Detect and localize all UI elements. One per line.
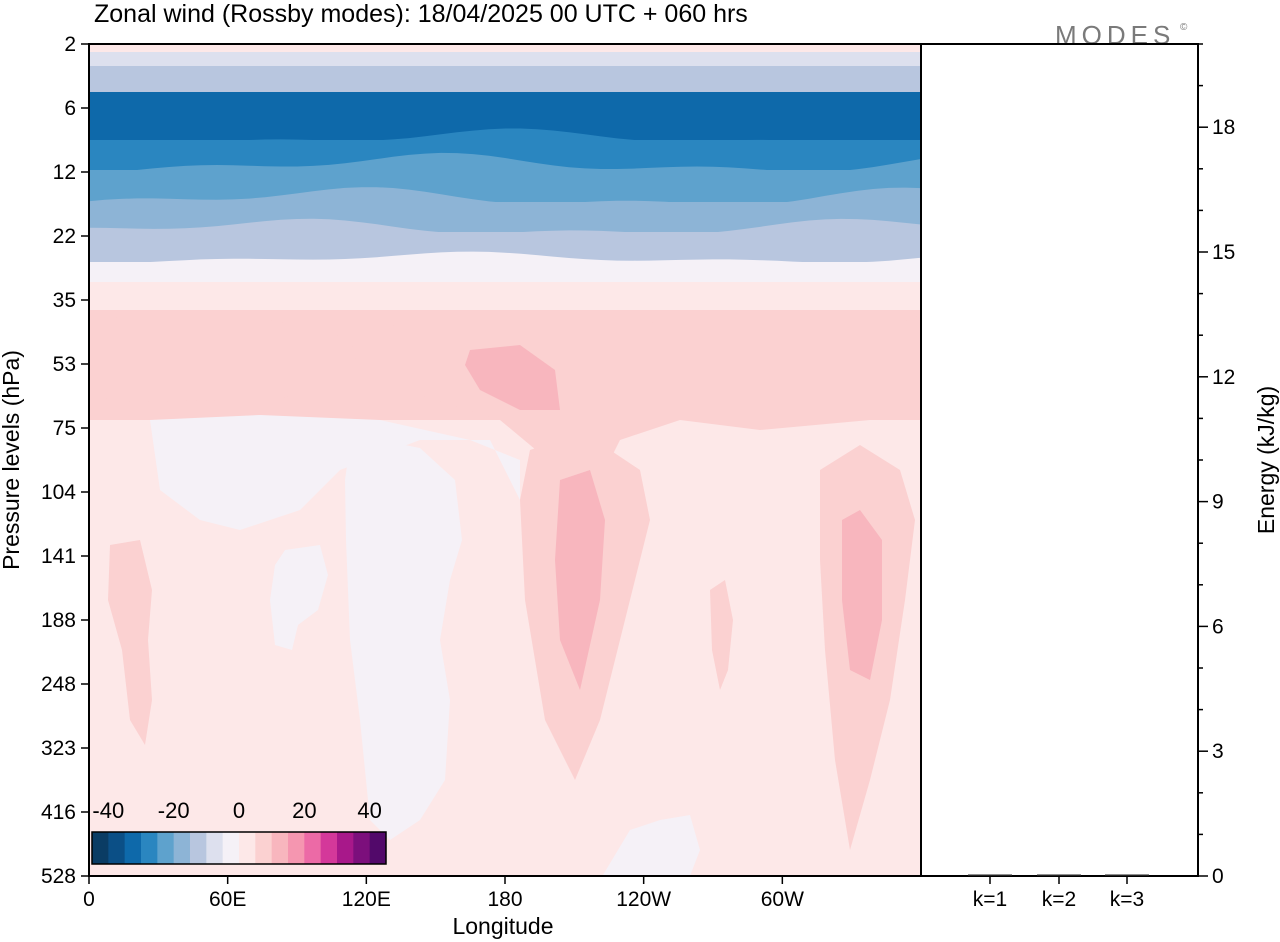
y-tick-label: 188 [41, 609, 76, 632]
colorbar: -40 -20 0 20 40 [91, 798, 387, 865]
y-tick-label: 248 [41, 673, 76, 696]
y-axis-ticks: 2 6 12 22 35 53 75 104 141 188 248 323 416 528 [41, 33, 89, 888]
heatmap-band [89, 44, 921, 52]
heatmap-field [89, 44, 921, 876]
colorbar-frame [91, 831, 387, 865]
colorbar-swatch [173, 832, 191, 864]
colorbar-swatch [222, 832, 240, 864]
x-tick-label: 60W [761, 888, 804, 911]
energy-category-label: k=1 [973, 888, 1007, 911]
colorbar-swatch [353, 832, 371, 864]
colorbar-swatch [239, 832, 256, 864]
x-tick-label: 0 [83, 888, 95, 911]
y-tick-label: 6 [64, 97, 76, 120]
heatmap-contour [89, 251, 921, 282]
colorbar-tick-label: -20 [158, 798, 190, 823]
x-tick-label: 60E [209, 888, 246, 911]
heatmap-contour [842, 510, 882, 680]
energy-bars: k=1 k=2 k=3 [968, 874, 1149, 911]
colorbar-swatch [337, 832, 354, 864]
energy-bar [1105, 874, 1149, 876]
colorbar-swatch [271, 832, 289, 864]
heatmap-contour [89, 310, 360, 402]
colorbar-swatch [124, 832, 142, 864]
heatmap-contour [600, 815, 700, 876]
colorbar-swatch [108, 832, 126, 864]
energy-tick-label: 18 [1212, 116, 1235, 139]
x-tick-label: 120E [342, 888, 391, 911]
colorbar-swatch [206, 832, 224, 864]
y-tick-label: 104 [41, 481, 76, 504]
energy-axis-ticks: 0 3 6 9 12 15 18 [1198, 43, 1235, 888]
colorbar-swatch [190, 832, 207, 864]
modes-logo: MODES [1055, 20, 1175, 50]
energy-tick-label: 12 [1212, 366, 1235, 389]
logo-copyright-mark: © [1180, 22, 1188, 33]
y-axis-label: Pressure levels (hPa) [0, 350, 24, 570]
heatmap-band [89, 282, 921, 310]
energy-category-label: k=2 [1042, 888, 1076, 911]
colorbar-tick-label: -40 [92, 798, 124, 823]
energy-tick-label: 9 [1212, 491, 1224, 514]
x-axis-ticks: 0 60E 120E 180 120W 60W [83, 876, 804, 911]
heatmap-contour [555, 470, 605, 690]
energy-tick-label: 3 [1212, 740, 1224, 763]
heatmap-contour [270, 545, 328, 650]
chart-title: Zonal wind (Rossby modes): 18/04/2025 00… [94, 0, 748, 28]
heatmap-contour [150, 415, 520, 530]
y-tick-label: 323 [41, 737, 76, 760]
energy-bar [968, 874, 1012, 876]
energy-frame [920, 43, 1199, 877]
colorbar-swatch [320, 832, 338, 864]
colorbar-swatch [255, 832, 273, 864]
y-tick-label: 141 [41, 545, 76, 568]
colorbar-tick-label: 20 [292, 798, 316, 823]
x-tick-label: 180 [487, 888, 522, 911]
x-tick-label: 120W [616, 888, 671, 911]
heatmap-band [89, 52, 921, 66]
y-tick-label: 22 [53, 225, 76, 248]
heatmap-contour [465, 345, 560, 410]
energy-tick-label: 0 [1212, 865, 1224, 888]
heatmap-contour [345, 440, 462, 840]
y-tick-label: 53 [53, 353, 76, 376]
y-tick-label: 2 [64, 33, 76, 56]
colorbar-swatch [92, 832, 109, 864]
y-tick-label: 528 [41, 865, 76, 888]
y-tick-label: 75 [53, 417, 76, 440]
heatmap-contour [89, 218, 921, 262]
energy-tick-label: 15 [1212, 241, 1235, 264]
colorbar-swatch [304, 832, 322, 864]
colorbar-tick-label: 40 [357, 798, 381, 823]
heatmap-contour [89, 128, 921, 170]
colorbar-swatch [369, 832, 387, 864]
heatmap-band [89, 66, 921, 92]
y-tick-label: 416 [41, 801, 76, 824]
y-tick-label: 35 [53, 289, 76, 312]
energy-bar [1037, 874, 1081, 876]
colorbar-swatch [141, 832, 158, 864]
x-axis-label: Longitude [452, 913, 553, 939]
colorbar-swatch [288, 832, 305, 864]
energy-category-label: k=3 [1110, 888, 1144, 911]
heatmap-contour [710, 580, 733, 690]
heatmap-contour [89, 152, 921, 202]
y-tick-label: 12 [53, 161, 76, 184]
energy-axis-label: Energy (kJ/kg) [1253, 386, 1279, 534]
colorbar-swatch [157, 832, 175, 864]
heatmap-contour [108, 540, 152, 745]
colorbar-tick-label: 0 [233, 798, 245, 823]
energy-tick-label: 6 [1212, 615, 1224, 638]
